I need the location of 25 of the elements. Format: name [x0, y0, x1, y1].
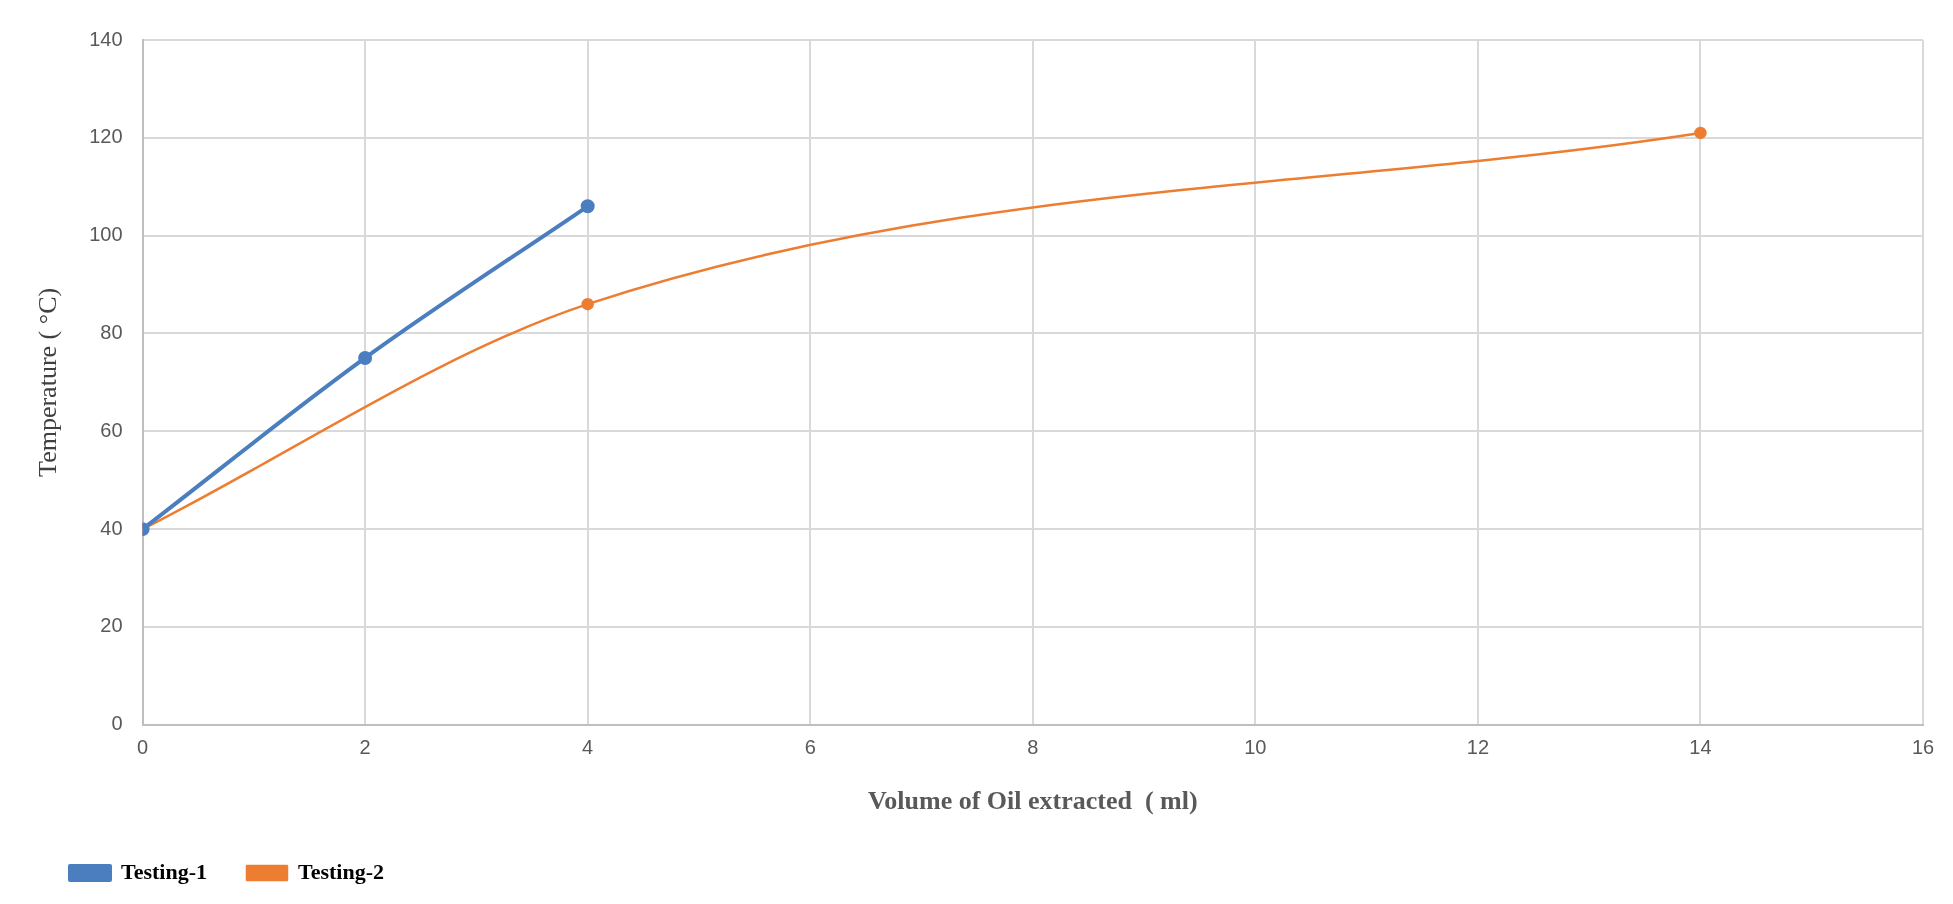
- x-tick-label: 0: [137, 736, 149, 759]
- x-tick-label: 4: [582, 736, 594, 759]
- y-tick-label: 60: [100, 418, 123, 441]
- y-tick-label: 40: [100, 516, 123, 539]
- y-axis-title: Temperature ( °C): [33, 287, 63, 477]
- y-tick-label: 120: [89, 125, 123, 148]
- legend-label: Testing-1: [121, 858, 207, 884]
- x-tick-label: 6: [804, 736, 816, 759]
- legend-label: Testing-2: [297, 858, 384, 884]
- x-axis-title: Volume of Oil extracted ( ml): [867, 786, 1198, 816]
- y-tick-label: 20: [100, 614, 123, 637]
- x-tick-label: 10: [1244, 736, 1267, 759]
- y-tick-label: 80: [100, 321, 123, 343]
- x-tick-label: 14: [1689, 736, 1712, 759]
- x-tick-label: 16: [1911, 736, 1935, 759]
- point: [358, 350, 373, 365]
- point: [1694, 126, 1707, 140]
- point: [580, 199, 595, 214]
- x-tick-label: 12: [1466, 736, 1490, 759]
- y-tick-label: 100: [89, 223, 123, 246]
- x-tick-label: 8: [1027, 736, 1039, 759]
- point: [581, 297, 594, 311]
- x-tick-label: 2: [359, 736, 371, 759]
- y-tick-label: 140: [89, 27, 123, 50]
- y-tick-label: 0: [111, 712, 123, 735]
